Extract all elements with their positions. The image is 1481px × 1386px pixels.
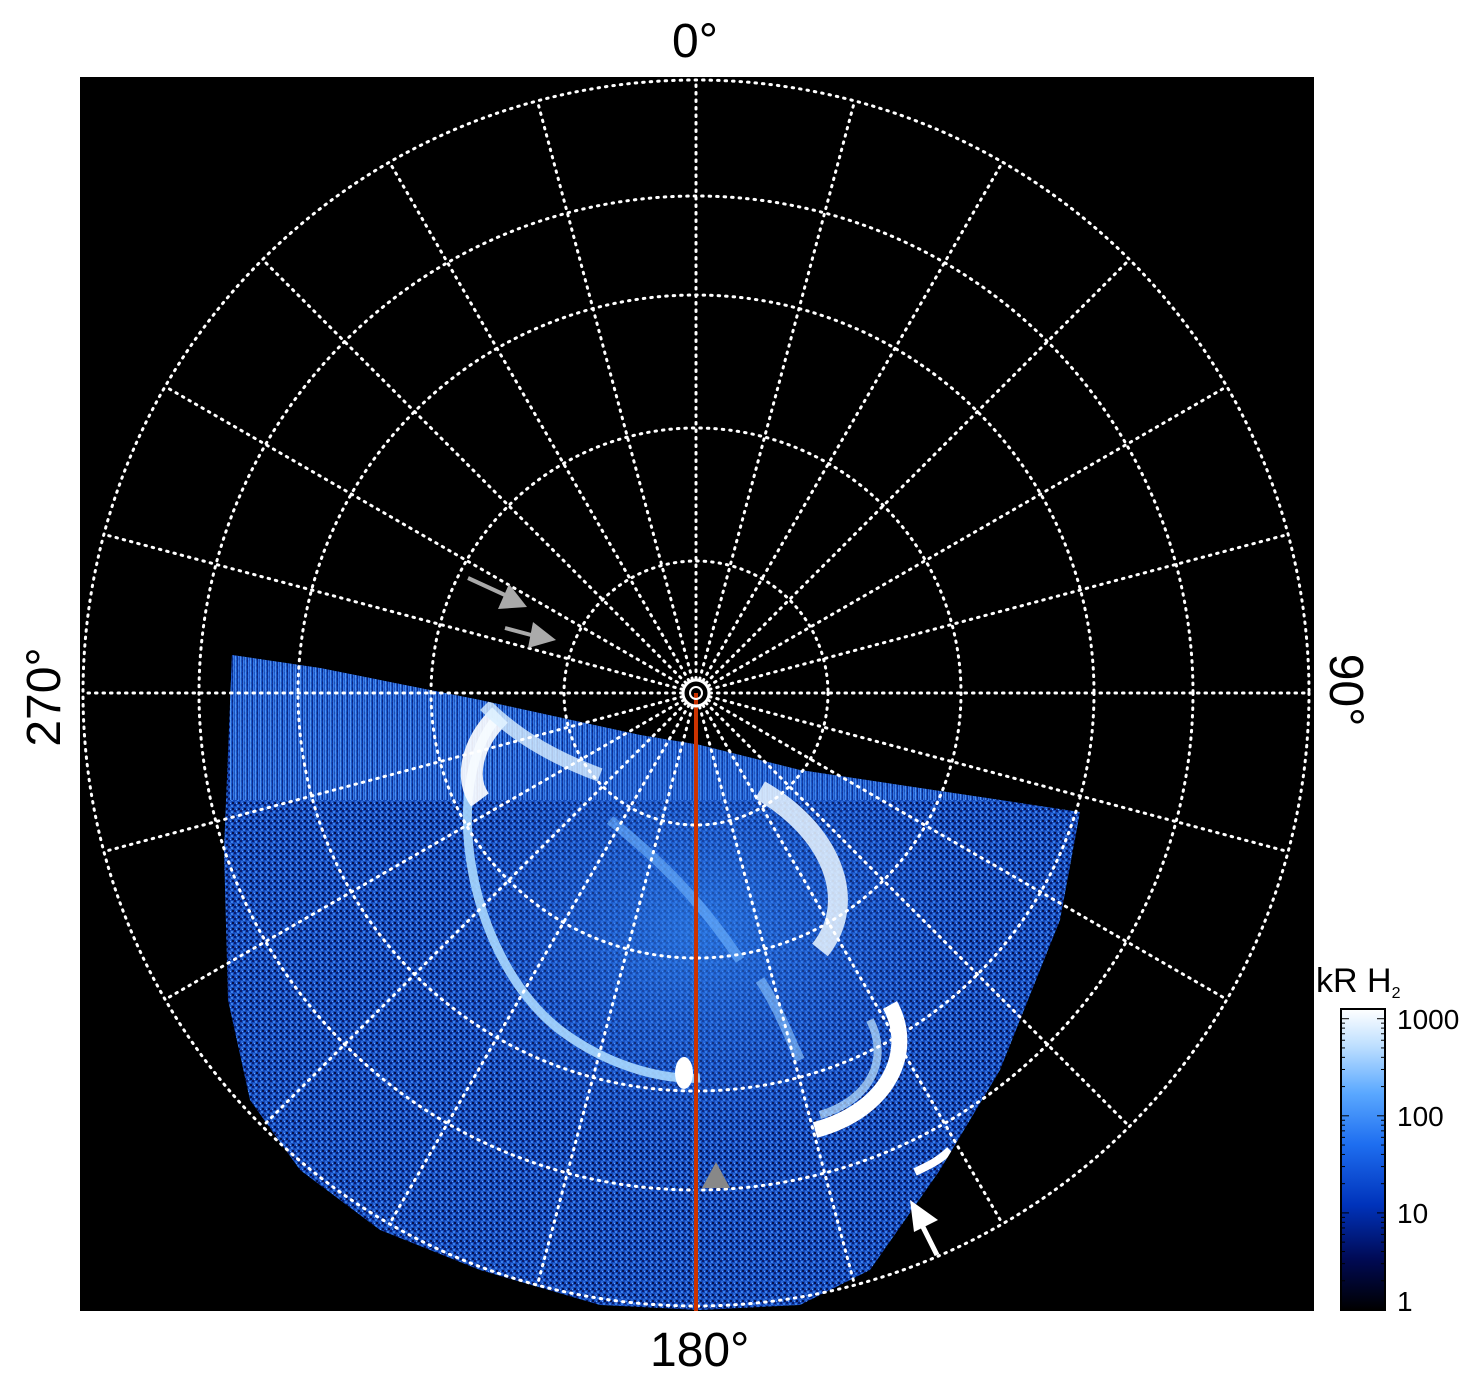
azimuth-label-0: 0° xyxy=(672,15,718,68)
meridian-285 xyxy=(102,532,684,691)
dawn-arc xyxy=(754,781,848,957)
colorbar-tick-10: 10 xyxy=(1397,1198,1429,1229)
meridian-165 xyxy=(698,705,857,1287)
colorbar-title: kR H2 xyxy=(1316,962,1401,1002)
meridian-150 xyxy=(701,703,1004,1226)
colorbar xyxy=(1340,1008,1386,1311)
bright-dusk-arc xyxy=(812,1001,908,1138)
colorbar-title-subscript: 2 xyxy=(1391,985,1401,1002)
meridian-195 xyxy=(535,705,694,1287)
pole-marker xyxy=(681,678,711,708)
meridian-225 xyxy=(261,701,688,1128)
colorbar-tick-1: 1 xyxy=(1397,1286,1413,1317)
white-arrow xyxy=(910,1200,940,1257)
meridian-135 xyxy=(704,701,1131,1128)
bright-spot xyxy=(675,1057,693,1089)
meridian-45 xyxy=(704,258,1131,685)
meridian-345 xyxy=(535,99,694,681)
meridian-315 xyxy=(261,258,688,685)
meridian-255 xyxy=(102,695,684,854)
meridian-330 xyxy=(388,160,691,683)
meridian-240 xyxy=(163,698,686,1001)
gray-arrow-lower xyxy=(504,622,556,648)
azimuth-label-270: 270° xyxy=(18,647,71,747)
gray-arrow-upper xyxy=(467,576,527,609)
meridian-300 xyxy=(163,385,686,688)
meridian-75 xyxy=(708,532,1290,691)
meridian-120 xyxy=(706,698,1229,1001)
colorbar-title-main: kR H xyxy=(1316,962,1392,1000)
latitude-circle-1 xyxy=(562,559,830,827)
latitude-circle-2 xyxy=(429,426,963,960)
meridian-105 xyxy=(708,695,1290,854)
gray-triangle-marker xyxy=(702,1162,730,1188)
azimuth-label-90: 90° xyxy=(1319,653,1372,727)
colorbar-tick-1000: 1000 xyxy=(1397,1004,1460,1035)
meridian-60 xyxy=(706,385,1229,688)
azimuth-label-180: 180° xyxy=(650,1324,750,1377)
colorbar-tick-100: 100 xyxy=(1397,1101,1444,1132)
meridian-30 xyxy=(701,160,1004,683)
meridian-15 xyxy=(698,99,857,681)
meridian-210 xyxy=(388,703,691,1226)
